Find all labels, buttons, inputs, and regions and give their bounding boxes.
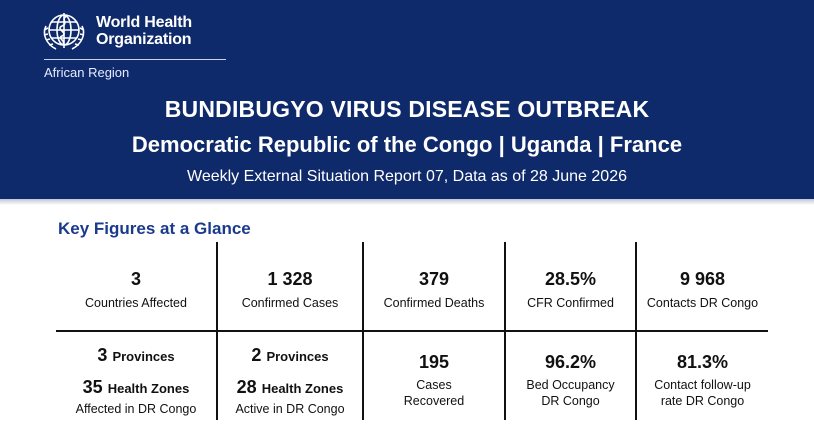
zones-affected-label: Affected in DR Congo	[75, 402, 197, 416]
figure-confirmed-deaths: 379 Confirmed Deaths	[364, 264, 504, 314]
figure-countries-affected: 3 Countries Affected	[56, 264, 216, 314]
figure-cases-recovered: 195 Cases Recovered	[364, 342, 504, 418]
figure-contacts: 9 968 Contacts DR Congo	[637, 264, 768, 314]
org-name-line1: World Health	[96, 14, 192, 31]
figure-label: CFR Confirmed	[527, 295, 614, 310]
zones-active-label: Active in DR Congo	[235, 402, 345, 416]
figure-label-line2: rate DR Congo	[660, 394, 745, 408]
figure-label-line1: Bed Occupancy	[526, 378, 615, 392]
figure-value: 379	[418, 268, 450, 289]
grid-row-divider	[56, 330, 768, 332]
provinces-active-unit: Provinces	[266, 349, 329, 364]
who-emblem-icon	[43, 13, 85, 50]
figure-label: Confirmed Deaths	[383, 295, 485, 310]
who-logo: World Health Organization African Region	[38, 8, 226, 80]
logo-divider	[44, 59, 226, 60]
banner-shadow	[0, 199, 814, 205]
figure-confirmed-cases: 1 328 Confirmed Cases	[218, 264, 362, 314]
figure-value: 3	[130, 268, 141, 289]
zones-affected-number: 35	[82, 377, 103, 397]
figure-label: Confirmed Cases	[241, 295, 339, 310]
report-subtitle: Democratic Republic of the Congo | Ugand…	[131, 132, 683, 157]
figure-cfr-confirmed: 28.5% CFR Confirmed	[506, 264, 635, 314]
figure-value: 195	[418, 352, 450, 372]
provinces-affected-unit: Provinces	[112, 349, 175, 364]
organization-name: World Health Organization	[96, 14, 192, 48]
provinces-active-number: 2	[251, 345, 262, 365]
figure-label-line2: Recovered	[403, 394, 465, 408]
figure-label-line1: Contact follow-up	[654, 378, 751, 392]
report-title: BUNDIBUGYO VIRUS DISEASE OUTBREAK	[164, 96, 650, 122]
key-figures-grid: 3 Countries Affected 1 328 Confirmed Cas…	[56, 242, 768, 422]
provinces-affected-number: 3	[97, 345, 108, 365]
provinces-affected: 3 Provinces	[97, 343, 174, 369]
report-edition: Weekly External Situation Report 07, Dat…	[187, 168, 627, 185]
region-name: African Region	[44, 65, 130, 80]
zones-affected: 35 Health Zones	[83, 375, 190, 401]
section-heading: Key Figures at a Glance	[58, 219, 251, 238]
figure-active-areas: 2 Provinces 28 Health Zones Active in DR…	[218, 342, 362, 418]
zones-active: 28 Health Zones	[237, 375, 344, 401]
figure-label: Countries Affected	[85, 295, 187, 310]
figure-value: 9 968	[679, 268, 726, 289]
zones-affected-unit: Health Zones	[107, 381, 190, 396]
figure-contact-followup: 81.3% Contact follow-up rate DR Congo	[637, 342, 768, 418]
provinces-active: 2 Provinces	[251, 343, 328, 369]
figure-label: Contacts DR Congo	[646, 295, 759, 310]
figure-label-line2: DR Congo	[541, 394, 600, 408]
org-name-line2: Organization	[96, 31, 192, 48]
figure-affected-areas: 3 Provinces 35 Health Zones Affected in …	[56, 342, 216, 418]
report-banner: World Health Organization African Region…	[0, 0, 814, 199]
figure-value: 1 328	[267, 268, 313, 289]
figure-bed-occupancy: 96.2% Bed Occupancy DR Congo	[506, 342, 635, 418]
zones-active-unit: Health Zones	[261, 381, 344, 396]
figure-label-line1: Cases	[416, 378, 452, 392]
figure-value: 96.2%	[544, 352, 597, 372]
figure-value: 28.5%	[544, 268, 597, 289]
zones-active-number: 28	[236, 377, 257, 397]
figure-value: 81.3%	[676, 352, 729, 372]
